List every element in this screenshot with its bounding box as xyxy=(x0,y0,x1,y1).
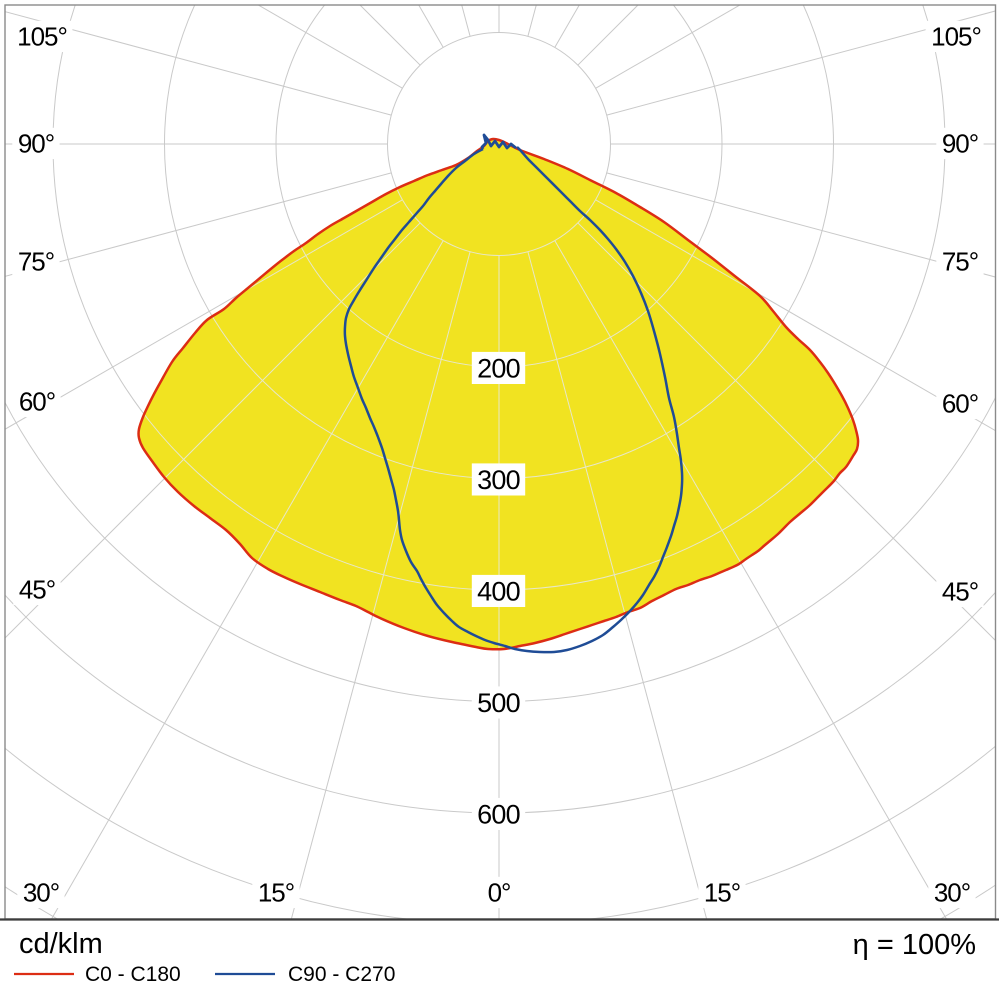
svg-text:15°: 15° xyxy=(704,878,740,908)
svg-text:cd/klm: cd/klm xyxy=(19,928,103,960)
svg-text:45°: 45° xyxy=(19,575,55,605)
svg-text:0°: 0° xyxy=(488,878,511,908)
svg-text:45°: 45° xyxy=(942,577,978,607)
svg-text:C0 - C180: C0 - C180 xyxy=(85,963,181,986)
svg-text:105°: 105° xyxy=(931,22,981,52)
svg-text:600: 600 xyxy=(477,800,520,830)
svg-text:C90 - C270: C90 - C270 xyxy=(288,963,395,986)
svg-text:75°: 75° xyxy=(18,247,54,277)
svg-text:75°: 75° xyxy=(942,247,978,277)
svg-text:15°: 15° xyxy=(258,878,294,908)
svg-text:η = 100%: η = 100% xyxy=(853,929,976,961)
svg-text:300: 300 xyxy=(477,465,520,495)
svg-text:90°: 90° xyxy=(18,129,54,159)
svg-text:60°: 60° xyxy=(19,387,55,417)
svg-text:30°: 30° xyxy=(934,878,970,908)
svg-text:30°: 30° xyxy=(23,878,59,908)
svg-text:200: 200 xyxy=(477,353,520,383)
svg-text:60°: 60° xyxy=(942,389,978,419)
svg-text:105°: 105° xyxy=(17,22,67,52)
svg-text:500: 500 xyxy=(477,688,520,718)
svg-text:90°: 90° xyxy=(942,129,978,159)
svg-text:400: 400 xyxy=(477,577,520,607)
